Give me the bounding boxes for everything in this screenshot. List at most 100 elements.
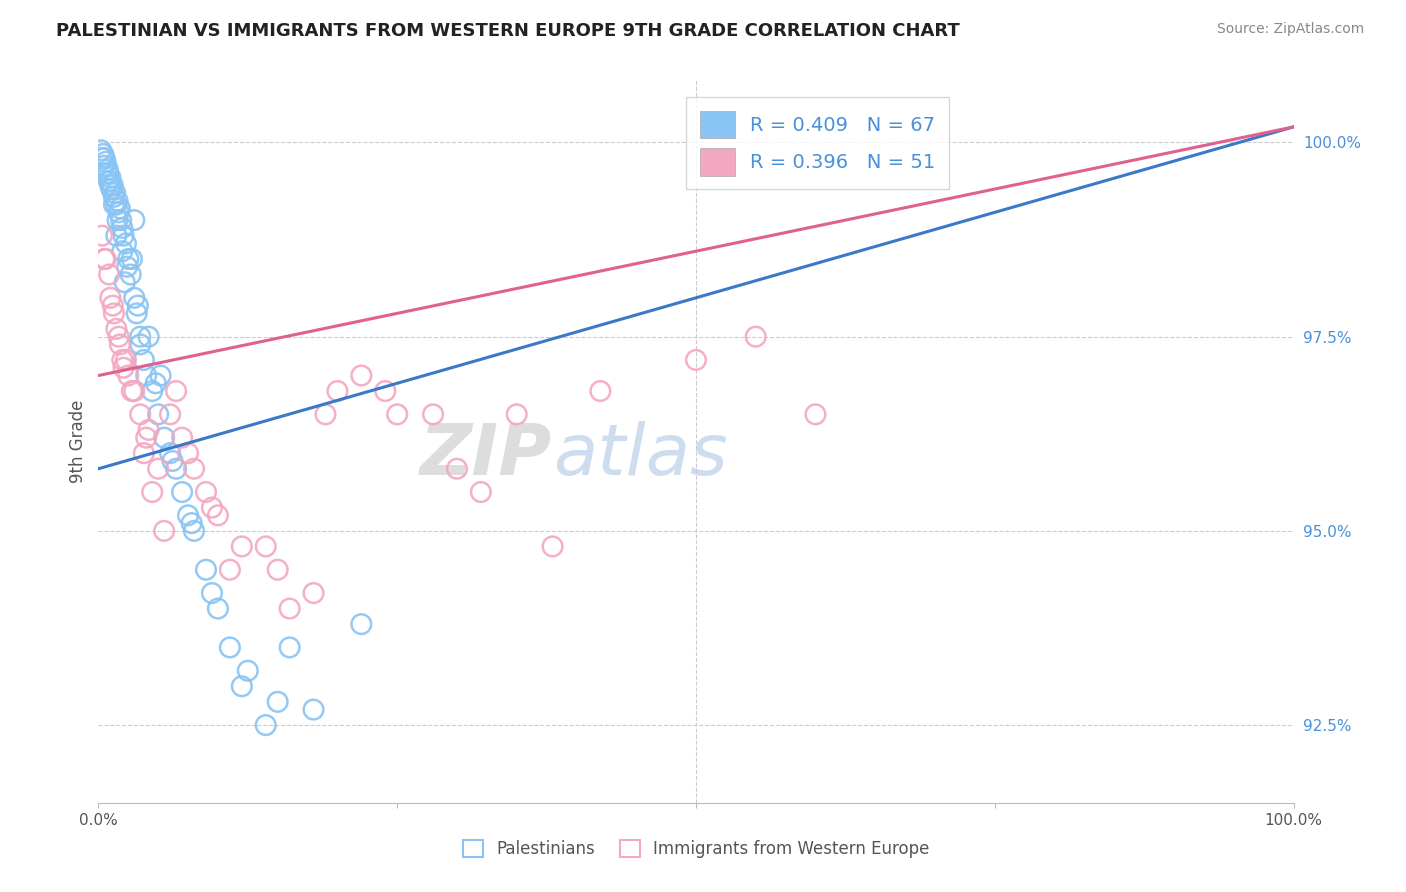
Point — [91, 151, 114, 165]
Point — [132, 353, 155, 368]
Point — [141, 485, 163, 500]
Point — [302, 586, 325, 600]
Point — [98, 268, 121, 282]
Text: ZIP: ZIP — [420, 422, 553, 491]
Point — [129, 408, 152, 422]
Point — [107, 205, 129, 219]
Point — [177, 508, 200, 523]
Point — [207, 508, 229, 523]
Legend: Palestinians, Immigrants from Western Europe: Palestinians, Immigrants from Western Eu… — [454, 832, 938, 867]
Point — [446, 461, 468, 475]
Point — [98, 291, 122, 305]
Point — [350, 368, 373, 383]
Point — [162, 454, 184, 468]
Point — [149, 368, 172, 383]
Point — [103, 306, 125, 320]
Point — [422, 408, 444, 422]
Point — [148, 461, 170, 475]
Point — [141, 384, 163, 398]
Point — [267, 563, 290, 577]
Point — [326, 384, 349, 398]
Point — [93, 159, 115, 173]
Point — [115, 353, 138, 368]
Point — [470, 485, 492, 500]
Point — [91, 228, 114, 243]
Point — [94, 154, 117, 169]
Point — [124, 291, 146, 305]
Point — [315, 408, 337, 422]
Point — [105, 197, 128, 211]
Point — [105, 228, 128, 243]
Point — [138, 329, 160, 343]
Point — [135, 368, 157, 383]
Point — [91, 147, 114, 161]
Point — [114, 275, 136, 289]
Point — [231, 679, 253, 693]
Point — [685, 353, 707, 368]
Point — [129, 337, 152, 351]
Point — [132, 446, 155, 460]
Point — [98, 170, 122, 185]
Point — [96, 167, 118, 181]
Point — [302, 702, 325, 716]
Point — [120, 268, 142, 282]
Point — [97, 167, 120, 181]
Point — [103, 197, 125, 211]
Point — [350, 617, 373, 632]
Point — [254, 540, 277, 554]
Point — [180, 516, 202, 530]
Point — [278, 640, 301, 655]
Point — [165, 461, 187, 475]
Point — [111, 353, 134, 368]
Point — [219, 640, 242, 655]
Point — [541, 540, 564, 554]
Point — [112, 228, 135, 243]
Point — [121, 252, 143, 266]
Point — [100, 182, 122, 196]
Point — [98, 174, 121, 188]
Point — [107, 213, 129, 227]
Y-axis label: 9th Grade: 9th Grade — [69, 400, 87, 483]
Point — [138, 423, 160, 437]
Point — [124, 213, 146, 227]
Point — [101, 178, 124, 193]
Point — [94, 252, 117, 266]
Point — [195, 485, 218, 500]
Point — [159, 446, 181, 460]
Point — [201, 586, 224, 600]
Point — [112, 360, 135, 375]
Point — [100, 182, 122, 196]
Point — [101, 299, 124, 313]
Point — [804, 408, 827, 422]
Point — [148, 408, 170, 422]
Point — [107, 329, 129, 343]
Point — [254, 718, 277, 732]
Point — [236, 664, 259, 678]
Point — [207, 601, 229, 615]
Point — [159, 408, 181, 422]
Point — [385, 408, 409, 422]
Point — [117, 368, 139, 383]
Point — [153, 524, 176, 538]
Point — [124, 384, 146, 398]
Point — [278, 601, 301, 615]
Point — [177, 446, 200, 460]
Point — [145, 376, 167, 391]
Point — [129, 329, 152, 343]
Point — [93, 252, 115, 266]
Point — [165, 384, 187, 398]
Point — [183, 524, 205, 538]
Point — [219, 563, 242, 577]
Point — [135, 431, 157, 445]
Text: atlas: atlas — [553, 422, 727, 491]
Point — [374, 384, 396, 398]
Point — [97, 162, 120, 177]
Point — [121, 384, 143, 398]
Point — [153, 431, 176, 445]
Point — [195, 563, 218, 577]
Point — [93, 151, 115, 165]
Point — [105, 322, 128, 336]
Point — [108, 202, 131, 216]
Point — [201, 500, 224, 515]
Point — [267, 695, 290, 709]
